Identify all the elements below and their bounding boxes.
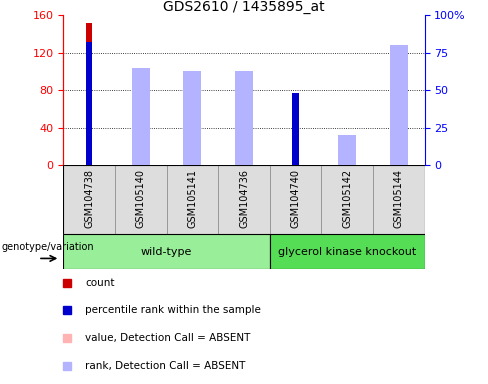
Bar <box>390 45 408 165</box>
Bar <box>218 165 270 234</box>
Bar <box>183 83 202 165</box>
Text: rank, Detection Call = ABSENT: rank, Detection Call = ABSENT <box>85 361 245 371</box>
Bar <box>373 165 425 234</box>
Bar <box>322 165 373 234</box>
Bar <box>166 165 218 234</box>
Bar <box>292 96 299 165</box>
Text: GSM104738: GSM104738 <box>84 169 94 228</box>
Bar <box>390 45 408 165</box>
Text: count: count <box>85 278 115 288</box>
Bar <box>270 165 322 234</box>
Bar <box>292 93 299 165</box>
Text: value, Detection Call = ABSENT: value, Detection Call = ABSENT <box>85 333 250 343</box>
Bar <box>115 165 166 234</box>
Bar <box>63 234 270 269</box>
Bar <box>270 234 425 269</box>
Text: GSM105140: GSM105140 <box>136 169 146 228</box>
Text: GSM104736: GSM104736 <box>239 169 249 228</box>
Bar <box>86 42 92 165</box>
Title: GDS2610 / 1435895_at: GDS2610 / 1435895_at <box>163 0 325 14</box>
Text: GSM105144: GSM105144 <box>394 169 404 228</box>
Bar <box>132 73 150 165</box>
Bar <box>63 165 115 234</box>
Bar <box>86 23 92 165</box>
Text: percentile rank within the sample: percentile rank within the sample <box>85 305 261 315</box>
Text: GSM105141: GSM105141 <box>187 169 198 228</box>
Text: wild-type: wild-type <box>141 247 192 257</box>
Bar <box>235 84 253 165</box>
Text: glycerol kinase knockout: glycerol kinase knockout <box>278 247 416 257</box>
Text: genotype/variation: genotype/variation <box>1 242 94 252</box>
Bar <box>132 68 150 165</box>
Bar <box>235 71 253 165</box>
Bar <box>338 146 356 165</box>
Text: GSM105142: GSM105142 <box>342 169 352 228</box>
Bar <box>338 135 356 165</box>
Text: GSM104740: GSM104740 <box>290 169 301 228</box>
Bar <box>183 71 202 165</box>
